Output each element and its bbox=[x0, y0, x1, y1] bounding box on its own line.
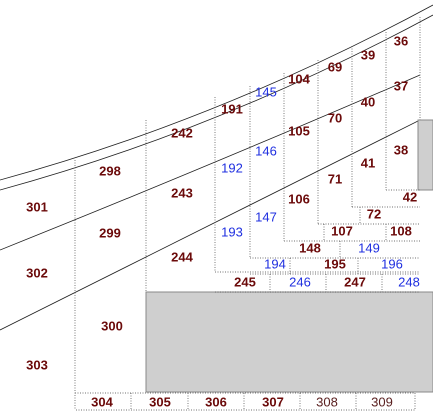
section-label[interactable]: 308 bbox=[316, 394, 338, 409]
section-label[interactable]: 303 bbox=[26, 357, 48, 372]
section-label[interactable]: 192 bbox=[221, 160, 243, 175]
section-label[interactable]: 149 bbox=[358, 240, 380, 255]
row-divider bbox=[215, 189, 420, 293]
section-label[interactable]: 41 bbox=[361, 155, 375, 170]
outer-curve bbox=[0, 14, 433, 191]
outer-curve bbox=[0, 4, 433, 181]
section-label[interactable]: 106 bbox=[288, 191, 310, 206]
section-label[interactable]: 306 bbox=[205, 394, 227, 409]
section-label[interactable]: 193 bbox=[221, 224, 243, 239]
section-label[interactable]: 301 bbox=[26, 199, 48, 214]
section-label[interactable]: 104 bbox=[288, 71, 310, 86]
section-label[interactable]: 191 bbox=[221, 101, 243, 116]
floor-area bbox=[145, 291, 433, 393]
section-label[interactable]: 302 bbox=[26, 265, 48, 280]
section-label[interactable]: 242 bbox=[171, 125, 193, 140]
section-label[interactable]: 309 bbox=[371, 394, 393, 409]
section-label[interactable]: 39 bbox=[361, 47, 375, 62]
section-label[interactable]: 105 bbox=[288, 123, 310, 138]
labels: 301 302 303 298 299 300 242 243 244 191 192 193 145 1… bbox=[26, 33, 420, 409]
section-label[interactable]: 245 bbox=[234, 274, 256, 289]
section-label[interactable]: 244 bbox=[171, 249, 193, 264]
section-label[interactable]: 40 bbox=[361, 94, 375, 109]
section-label[interactable]: 304 bbox=[91, 394, 113, 409]
section-label[interactable]: 146 bbox=[255, 143, 277, 158]
section-label[interactable]: 42 bbox=[403, 189, 417, 204]
section-label[interactable]: 147 bbox=[255, 209, 277, 224]
section-label[interactable]: 196 bbox=[381, 256, 403, 271]
section-label[interactable]: 36 bbox=[394, 33, 408, 48]
row-curve bbox=[0, 119, 421, 331]
section-label[interactable]: 299 bbox=[99, 225, 121, 240]
section-label[interactable]: 148 bbox=[299, 240, 321, 255]
section-label[interactable]: 145 bbox=[255, 84, 277, 99]
box-divider bbox=[75, 207, 416, 411]
section-label[interactable]: 243 bbox=[171, 185, 193, 200]
section-label[interactable]: 300 bbox=[101, 318, 123, 333]
section-label[interactable]: 246 bbox=[289, 274, 311, 289]
section-label[interactable]: 71 bbox=[328, 171, 342, 186]
section-label[interactable]: 248 bbox=[398, 274, 420, 289]
section-label[interactable]: 307 bbox=[262, 394, 284, 409]
section-label[interactable]: 195 bbox=[324, 256, 346, 271]
section-label[interactable]: 247 bbox=[344, 274, 366, 289]
section-label[interactable]: 69 bbox=[328, 59, 342, 74]
floor-area bbox=[417, 119, 433, 191]
section-label[interactable]: 108 bbox=[390, 223, 412, 238]
row-curve bbox=[0, 74, 421, 251]
section-label[interactable]: 305 bbox=[149, 394, 171, 409]
section-divider bbox=[74, 17, 421, 410]
section-label[interactable]: 194 bbox=[264, 256, 286, 271]
section-label[interactable]: 38 bbox=[394, 142, 408, 157]
section-label[interactable]: 37 bbox=[394, 78, 408, 93]
section-label[interactable]: 70 bbox=[328, 110, 342, 125]
section-label[interactable]: 298 bbox=[99, 163, 121, 178]
section-label[interactable]: 107 bbox=[331, 223, 353, 238]
section-label[interactable]: 72 bbox=[367, 206, 381, 221]
